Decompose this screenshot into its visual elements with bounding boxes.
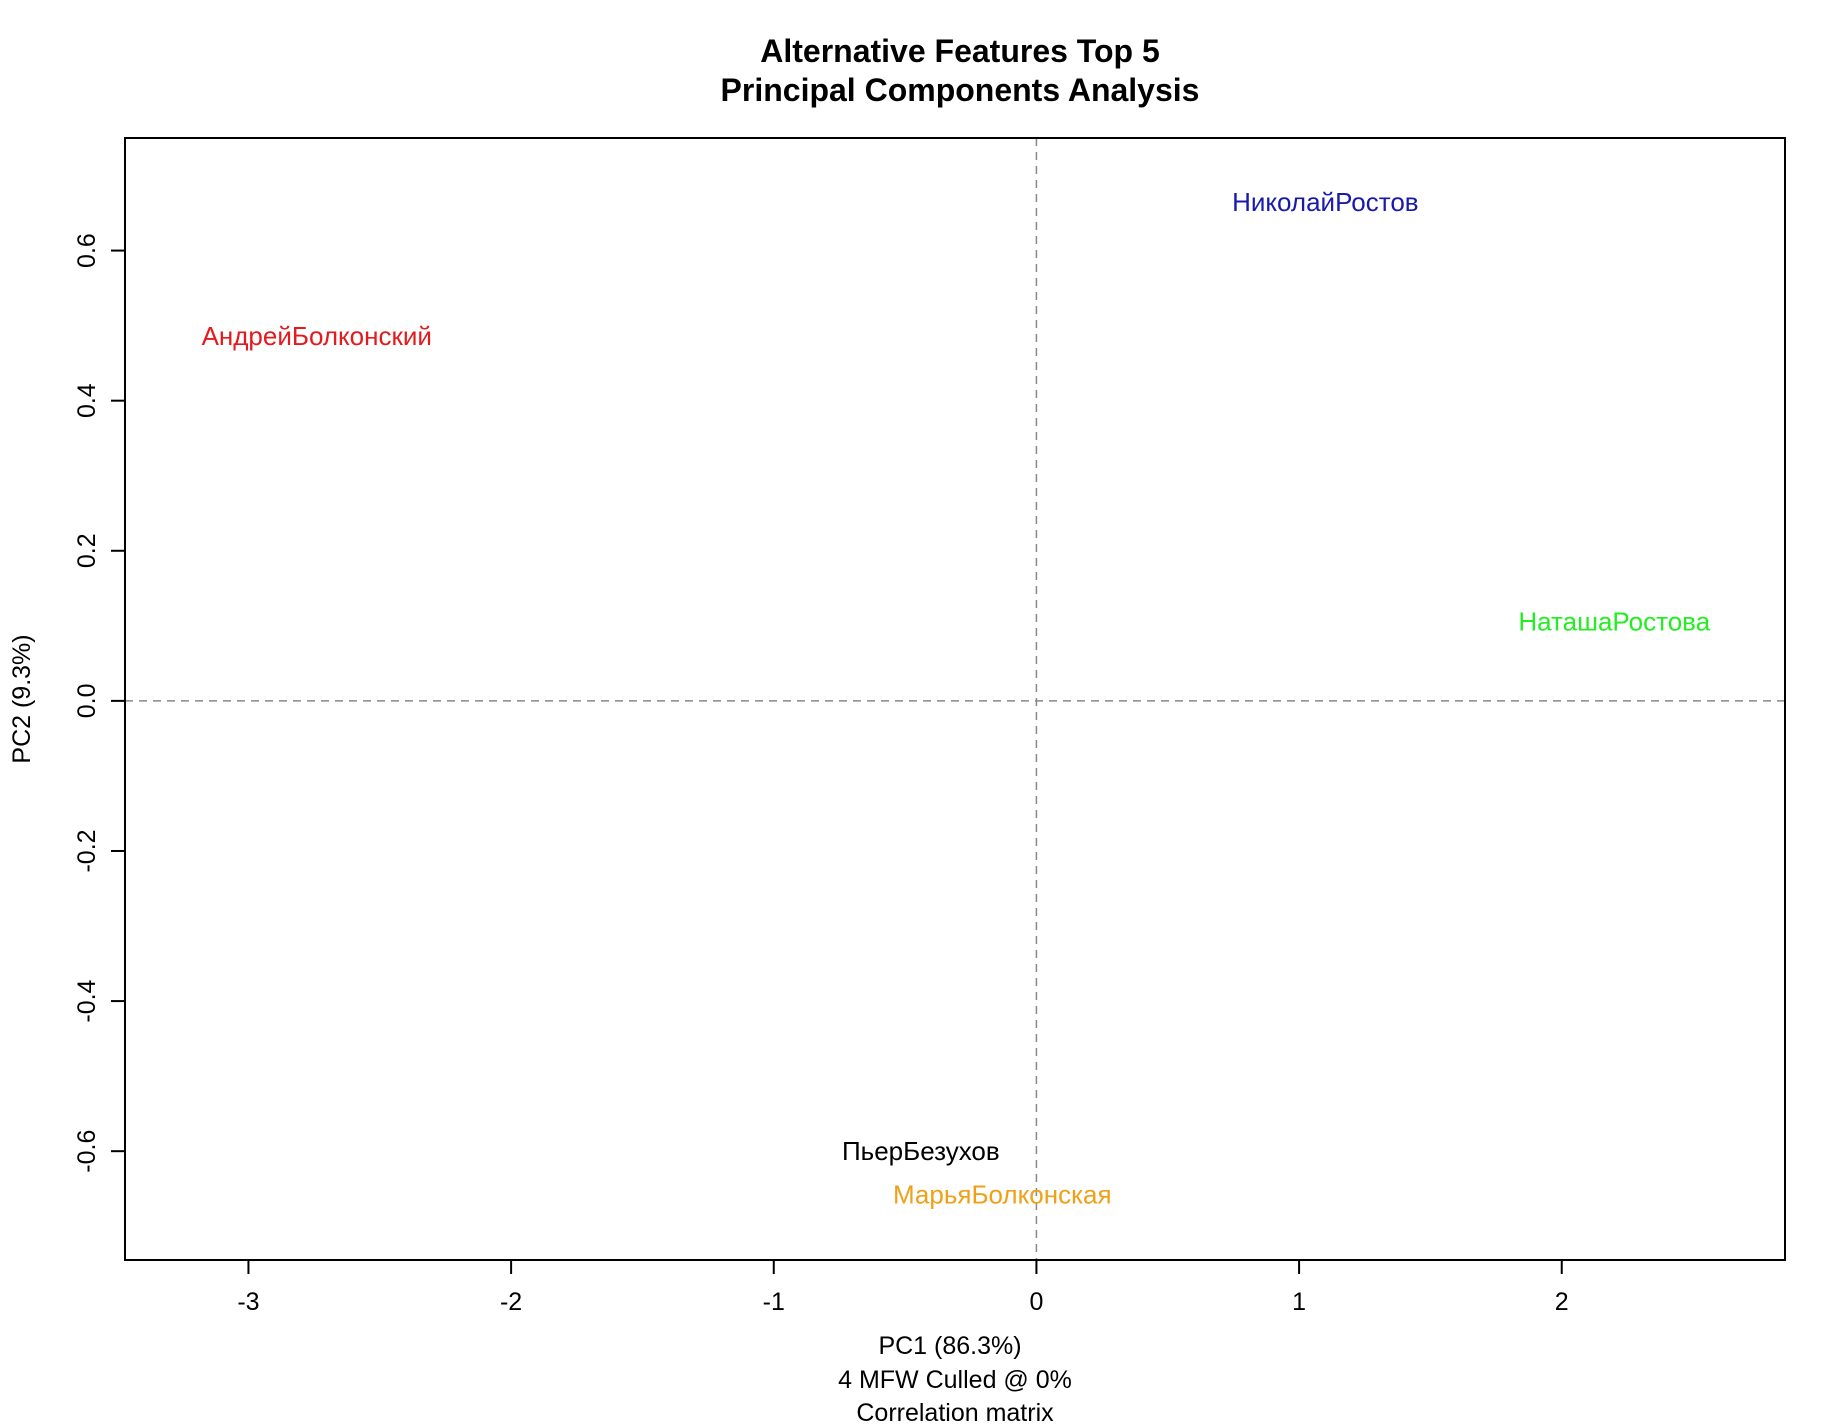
x-tick-label: 1 — [1292, 1288, 1306, 1316]
x-axis-label: PC1 (86.3%) — [878, 1332, 1021, 1360]
y-tick-label: -0.2 — [73, 829, 101, 872]
x-tick-label: 0 — [1029, 1288, 1043, 1316]
y-tick-label: 0.2 — [73, 533, 101, 568]
y-tick-label: 0.6 — [73, 233, 101, 268]
point-label: НиколайРостов — [1232, 187, 1419, 217]
point-label: ПьерБезухов — [842, 1136, 1000, 1166]
x-axis-label-line2: 4 MFW Culled @ 0% — [838, 1366, 1072, 1394]
y-tick-label: 0.0 — [73, 683, 101, 718]
plot-frame — [124, 137, 1786, 1261]
y-tick-label: -0.6 — [73, 1130, 101, 1173]
reference-lines — [125, 138, 1785, 1260]
y-axis-label: PC2 (9.3%) — [8, 634, 36, 763]
y-tick-label: -0.4 — [73, 979, 101, 1022]
point-label: МарьяБолконская — [893, 1180, 1112, 1210]
x-axis: -3 -2 -1 0 1 2 — [237, 1260, 1569, 1316]
x-tick-label: -1 — [763, 1288, 785, 1316]
x-tick-label: 2 — [1555, 1288, 1569, 1316]
x-tick-label: -3 — [237, 1288, 259, 1316]
x-tick-label: -2 — [500, 1288, 522, 1316]
chart-title: Alternative Features Top 5 — [760, 33, 1160, 69]
point-label: АндрейБолконский — [202, 321, 432, 351]
x-axis-label-line3: Correlation matrix — [856, 1399, 1054, 1424]
point-labels: НиколайРостов АндрейБолконский НаташаРосто… — [202, 187, 1711, 1210]
chart-subtitle: Principal Components Analysis — [721, 72, 1200, 108]
y-axis: -0.6 -0.4 -0.2 0.0 0.2 0.4 0.6 — [73, 233, 125, 1173]
point-label: НаташаРостова — [1518, 606, 1710, 636]
y-tick-label: 0.4 — [73, 383, 101, 418]
